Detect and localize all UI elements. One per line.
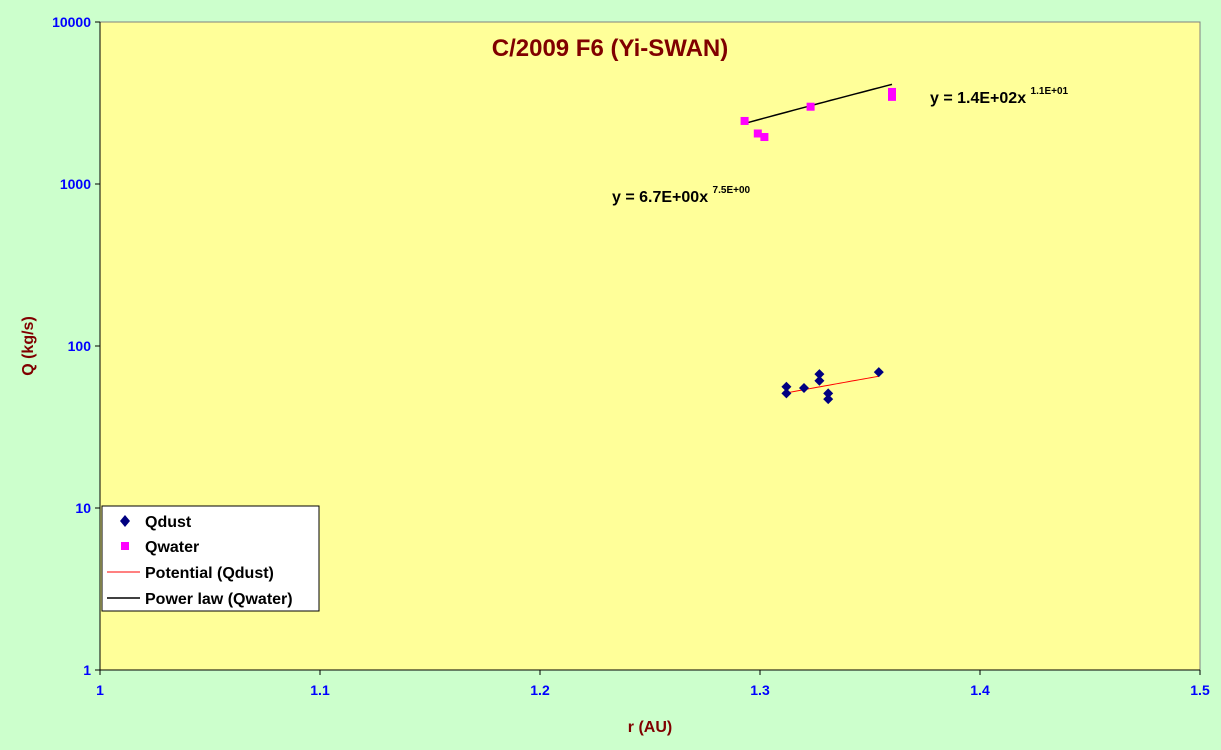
legend-box: [101, 505, 320, 612]
x-axis-ticks: 1 1.1 1.2 1.3 1.4 1.5: [96, 670, 1210, 698]
x-tick-label: 1.2: [530, 682, 550, 698]
x-tick-label: 1: [96, 682, 104, 698]
y-tick-label: 10000: [52, 14, 91, 30]
qwater-point: [806, 102, 815, 111]
legend-qwater-fit-label: Power law (Qwater): [145, 591, 293, 608]
y-tick-label: 10: [75, 500, 91, 516]
qdust-point: [781, 381, 792, 392]
x-tick-label: 1.5: [1190, 682, 1210, 698]
legend: Qdust Qwater Potential (Qdust) Power law…: [101, 505, 320, 612]
y-tick-label: 1000: [60, 176, 91, 192]
legend-qwater-label: Qwater: [145, 539, 199, 556]
qdust-point: [823, 394, 834, 405]
y-tick-label: 100: [68, 338, 92, 354]
chart-title: C/2009 F6 (Yi-SWAN): [492, 35, 729, 62]
qwater-equation-base: y = 1.4E+02x: [930, 90, 1026, 107]
y-tick-label: 1: [83, 662, 91, 678]
qdust-point: [814, 369, 825, 380]
legend-qwater-marker: [121, 542, 129, 550]
qdust-equation: y = 6.7E+00x 7.5E+00: [612, 185, 751, 206]
y-axis-title: Q (kg/s): [20, 316, 37, 376]
qwater-point: [888, 92, 896, 101]
legend-qdust-label: Qdust: [145, 514, 192, 531]
qdust-point: [814, 375, 825, 386]
x-tick-label: 1.1: [310, 682, 330, 698]
qwater-point: [740, 116, 749, 125]
qdust-equation-exponent: 7.5E+00: [713, 185, 751, 196]
qwater-point: [760, 133, 769, 142]
qdust-point: [823, 388, 834, 399]
y-axis-ticks: 1 10 100 1000 10000: [52, 14, 100, 678]
x-tick-label: 1.3: [750, 682, 770, 698]
qwater-equation-exponent: 1.1E+01: [1031, 86, 1069, 97]
x-axis-title: r (AU): [628, 719, 672, 736]
qdust-point: [799, 383, 809, 394]
qwater-point: [753, 129, 762, 138]
qdust-point: [781, 388, 792, 399]
qwater-equation: y = 1.4E+02x 1.1E+01: [930, 86, 1069, 107]
qwater-point: [888, 87, 896, 96]
qwater-fit-line: [744, 83, 893, 125]
x-tick-label: 1.4: [970, 682, 990, 698]
legend-qdust-fit-label: Potential (Qdust): [145, 565, 274, 582]
data-points: [740, 87, 896, 405]
legend-qdust-marker: [120, 515, 130, 527]
qdust-equation-base: y = 6.7E+00x: [612, 189, 708, 206]
qdust-point: [873, 367, 884, 378]
